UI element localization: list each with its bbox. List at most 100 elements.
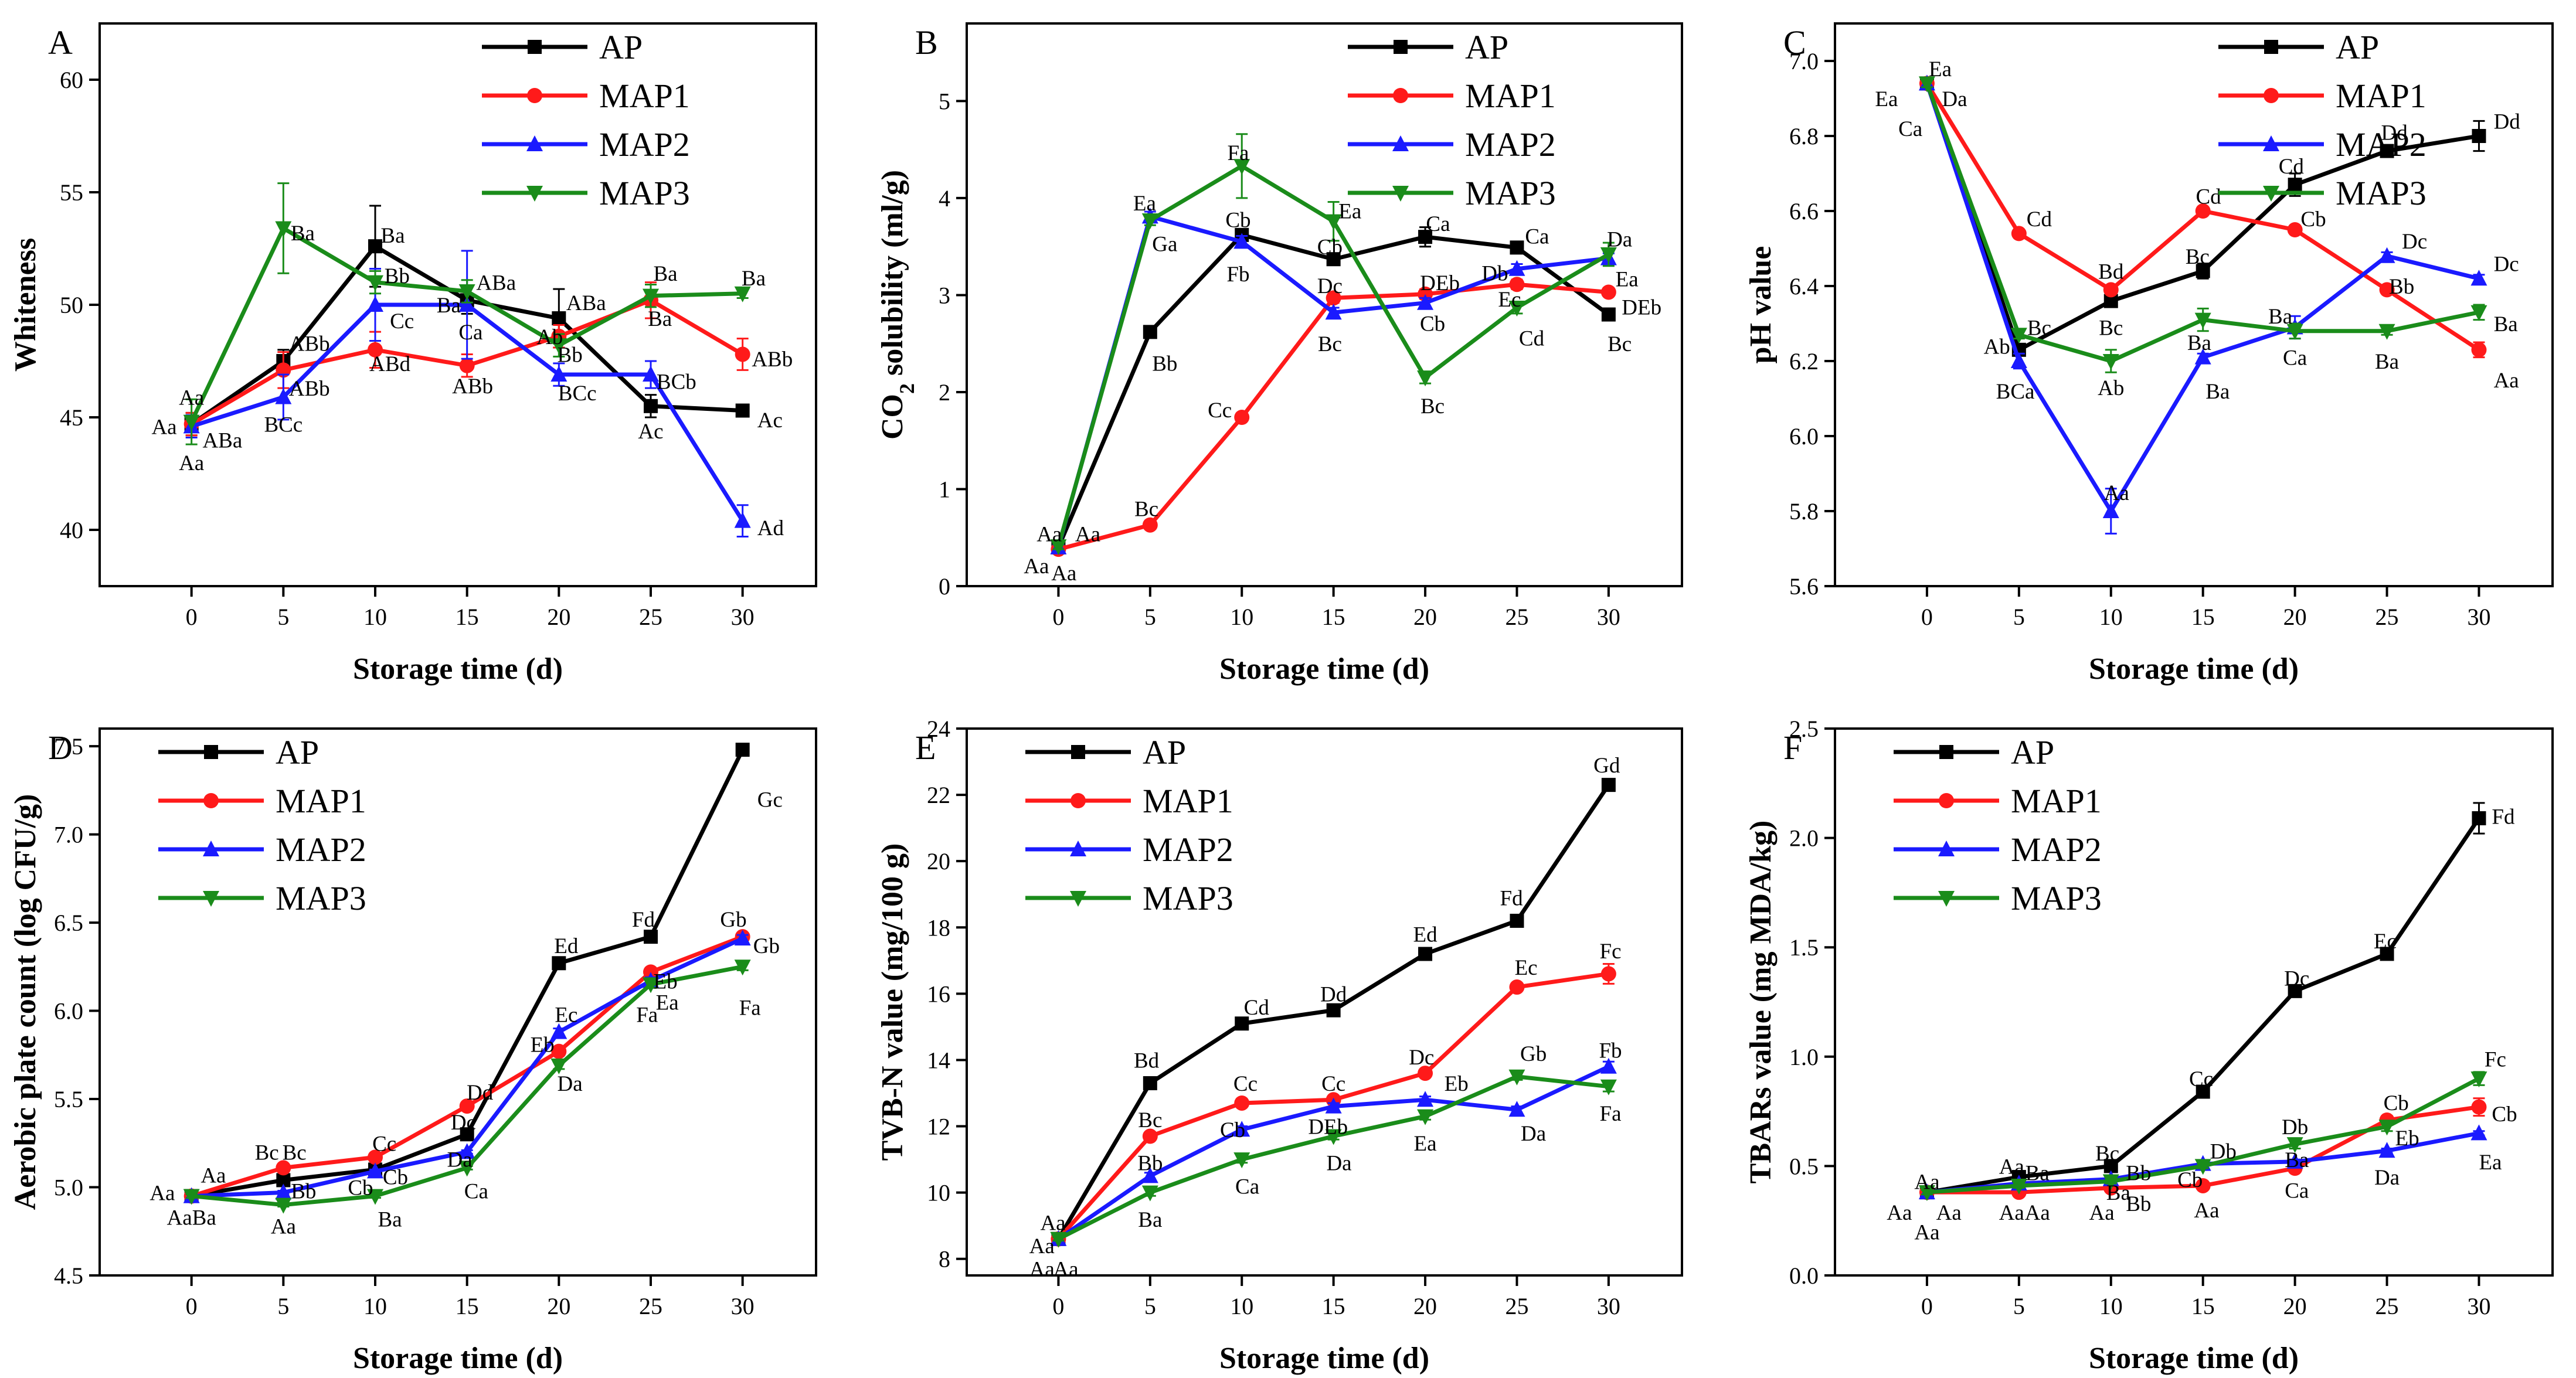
data-label: Ec (1515, 956, 1538, 980)
y-tick-label: 40 (60, 517, 83, 543)
data-label: Bc (2027, 316, 2051, 340)
x-tick-label: 30 (2467, 1293, 2490, 1319)
x-tick-label: 5 (277, 1293, 289, 1319)
legend-marker (528, 40, 542, 54)
data-label: Aa (149, 1182, 175, 1206)
x-tick-label: 30 (731, 604, 755, 630)
data-point (2196, 1084, 2210, 1099)
x-tick-label: 5 (2013, 1293, 2025, 1319)
panel-label: F (1783, 729, 1802, 767)
x-tick-label: 20 (1413, 604, 1437, 630)
data-point (1050, 1231, 1067, 1248)
data-label: Db (1481, 261, 1508, 285)
panel-e: E 0 5 10 15 20 25 30 8 10 12 14 16 18 20 22 24 Storage ti… (876, 716, 1683, 1375)
y-tick-label: 8 (939, 1246, 950, 1272)
y-tick-label: 5 (939, 88, 950, 114)
data-label: Aa (1914, 1171, 1939, 1195)
data-label: Cb (348, 1176, 373, 1200)
x-tick-label: 20 (547, 1293, 570, 1319)
data-label: BCa (1996, 380, 2035, 404)
x-tick-label: 25 (1505, 1293, 1528, 1319)
data-label: Bc (1138, 1108, 1162, 1132)
data-label: Bb (1152, 352, 1177, 376)
data-label: Ba (380, 224, 405, 248)
data-point (2378, 1142, 2395, 1158)
data-label: Ad (757, 516, 784, 540)
legend-label-map1: MAP1 (276, 782, 366, 820)
data-label: Ec (555, 1003, 577, 1027)
y-tick-label: 20 (927, 848, 950, 875)
data-label: Cd (1519, 326, 1545, 351)
series-map3 (183, 960, 751, 1214)
data-label: Gc (757, 788, 783, 812)
y-tick-label: 6.2 (1789, 348, 1819, 375)
y-axis-label: TBARs value (mg MDA/kg) (1744, 821, 1778, 1184)
data-label: Fa (1227, 141, 1249, 165)
data-label: Ec (2374, 930, 2397, 954)
panel-label: B (915, 23, 938, 62)
legend-marker (527, 88, 542, 103)
y-tick-label: 2.5 (1789, 716, 1819, 742)
data-label: Dd (467, 1081, 494, 1105)
data-label: BCb (657, 370, 696, 394)
legend-marker (1070, 891, 1086, 907)
data-label: ABd (369, 352, 410, 376)
data-point (1141, 213, 1158, 229)
data-point (2380, 947, 2394, 961)
y-tick-label: 55 (60, 179, 83, 206)
data-label: Cb (1225, 208, 1250, 232)
data-label: Ab (2098, 376, 2124, 400)
data-point (2102, 1174, 2119, 1190)
data-label: Bc (2186, 245, 2210, 269)
data-point (1600, 247, 1617, 263)
x-axis-label: Storage time (d) (1219, 652, 1429, 686)
data-label: Ca (2285, 1179, 2309, 1203)
data-point (1233, 233, 1250, 249)
data-point (2378, 247, 2395, 263)
data-point (1326, 290, 1341, 306)
data-label: Aa (1029, 1258, 1055, 1282)
legend-marker (1938, 891, 1955, 907)
data-label: ABb (289, 377, 330, 401)
data-point (2287, 222, 2303, 237)
data-label: DEb (1308, 1115, 1348, 1139)
data-label: Aa (2104, 481, 2129, 505)
data-point (2471, 1099, 2487, 1115)
data-point (1417, 1091, 1434, 1107)
legend-label-ap: AP (1465, 28, 1508, 66)
y-tick-label: 60 (60, 67, 83, 93)
data-point (735, 346, 750, 362)
data-label: Bb (2126, 1192, 2151, 1216)
legend-marker (1939, 745, 1953, 759)
series-map3 (1918, 1071, 2487, 1202)
y-tick-label: 1 (939, 476, 950, 502)
data-label: Cd (2196, 185, 2222, 209)
data-label: Eb (654, 969, 678, 993)
data-point (275, 388, 292, 404)
data-label: BCc (264, 413, 303, 437)
x-tick-label: 10 (2099, 1293, 2123, 1319)
data-label: Ea (2479, 1151, 2502, 1175)
data-point (734, 960, 751, 976)
data-label: Cc (1321, 1072, 1345, 1096)
data-point (2103, 294, 2118, 308)
data-label: Cc (390, 309, 414, 334)
data-point (2472, 811, 2486, 826)
data-point (1143, 325, 1157, 339)
panel-label: D (48, 729, 73, 767)
y-tick-label: 2 (939, 379, 950, 406)
legend-label-map1: MAP1 (1465, 77, 1556, 115)
data-label: Ca (2283, 346, 2307, 370)
data-label: Db (2282, 1115, 2308, 1139)
legend: AP MAP1 MAP2 MAP3 (2218, 28, 2427, 212)
data-point (1600, 284, 1616, 300)
series-map2 (1918, 74, 2487, 535)
data-point (735, 403, 750, 418)
legend-label-map3: MAP3 (599, 174, 690, 212)
data-label: Bb (1137, 1152, 1163, 1176)
data-point (1508, 1069, 1525, 1086)
data-point (2288, 178, 2302, 192)
x-axis-label: Storage time (d) (1219, 1342, 1429, 1375)
data-label: Ba (2187, 331, 2211, 355)
x-tick-label: 5 (2013, 604, 2025, 630)
